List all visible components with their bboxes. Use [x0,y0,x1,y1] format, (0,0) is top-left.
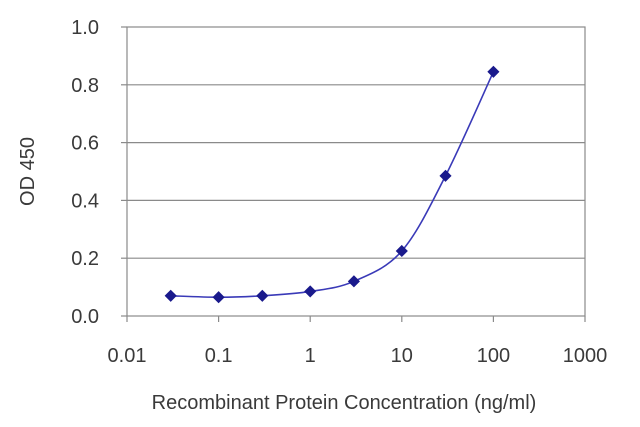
y-tick-label: 0.0 [71,306,99,328]
data-points [164,65,500,304]
y-tick-label: 0.4 [71,190,99,212]
data-point [439,169,452,182]
data-point [256,289,269,302]
y-axis-title: OD 450 [17,137,39,206]
data-point [212,291,225,304]
x-axis-title: Recombinant Protein Concentration (ng/ml… [152,392,537,414]
data-point [395,244,408,258]
x-tick-label: 10 [391,345,413,367]
data-point [164,289,177,302]
data-point [304,285,317,298]
gridlines [127,84,585,259]
fitted-curve [170,71,495,299]
y-tick-label: 0.8 [71,75,99,97]
fitted-curve-layer [170,71,495,299]
x-tick-label: 1 [305,345,316,367]
x-tick-label: 0.01 [108,345,147,367]
x-tick-label: 100 [477,345,510,367]
data-point [347,275,360,288]
axis-labels: 0.0 0.2 0.4 0.6 0.8 1.0 0.01 0.1 1 10 100 1000 [71,17,607,367]
data-point [487,65,500,78]
x-tick-label: 0.1 [205,345,233,367]
axis-ticks [121,26,586,322]
y-tick-label: 0.6 [71,133,99,155]
y-tick-label: 0.2 [71,248,99,270]
plot-frame [126,26,586,317]
x-tick-label: 1000 [563,345,608,367]
y-tick-label: 1.0 [71,17,99,39]
